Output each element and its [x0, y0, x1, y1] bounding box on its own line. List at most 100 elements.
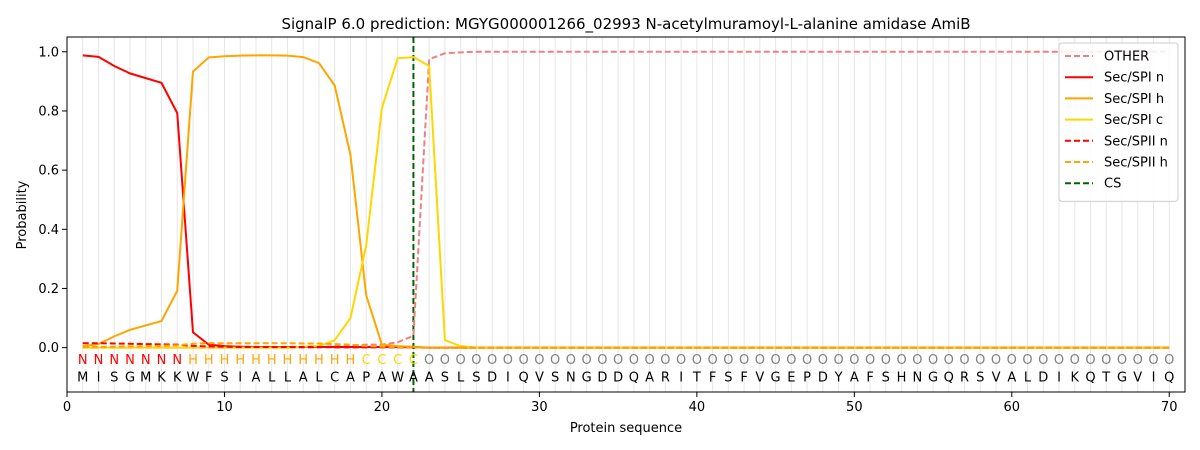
- region-label: H: [346, 353, 356, 368]
- x-axis-ticks: 0 10 20 30 40 50 60 70: [63, 392, 1178, 415]
- region-label: O: [1054, 353, 1064, 368]
- sequence-residue: Q: [944, 371, 954, 386]
- region-label: O: [896, 353, 906, 368]
- region-label: H: [314, 353, 324, 368]
- sequence-residue: K: [157, 371, 166, 386]
- sequence-residue: P: [362, 371, 370, 386]
- sequence-residue: A: [377, 371, 386, 386]
- sequence-residue: G: [1117, 371, 1127, 386]
- y-tick-label: 0.4: [38, 223, 59, 238]
- sequence-residue: L: [1024, 371, 1032, 386]
- region-label: C: [409, 353, 418, 368]
- sequence-residue: Q: [629, 371, 639, 386]
- region-label: C: [393, 353, 402, 368]
- sequence-residue: K: [1071, 371, 1080, 386]
- series-line-sec-spi-n: [82, 54, 1170, 349]
- sequence-residue: V: [755, 371, 764, 386]
- region-label: O: [456, 353, 466, 368]
- region-label: O: [1085, 353, 1095, 368]
- region-label: O: [770, 353, 780, 368]
- sequence-residue: N: [566, 371, 576, 386]
- sequence-residue: P: [803, 371, 811, 386]
- x-tick-label: 20: [374, 400, 391, 415]
- sequence-residue: L: [268, 371, 276, 386]
- region-label: O: [1070, 353, 1080, 368]
- region-label: O: [440, 353, 450, 368]
- region-label: N: [78, 353, 88, 368]
- region-label: H: [251, 353, 261, 368]
- sequence-residue: S: [976, 371, 984, 386]
- region-label: N: [109, 353, 119, 368]
- sequence-residue: V: [992, 371, 1001, 386]
- region-label: O: [519, 353, 529, 368]
- region-label: O: [424, 353, 434, 368]
- sequence-residue: A: [425, 371, 434, 386]
- region-label: O: [676, 353, 686, 368]
- region-label: O: [975, 353, 985, 368]
- sequence-residue: R: [661, 371, 670, 386]
- region-label: O: [566, 353, 576, 368]
- region-label: O: [818, 353, 828, 368]
- legend: OTHER Sec/SPI n Sec/SPI h Sec/SPI c Sec/SPII…: [1058, 42, 1179, 202]
- region-label: O: [739, 353, 749, 368]
- region-label: O: [1117, 353, 1127, 368]
- sequence-residue: Q: [1085, 371, 1095, 386]
- region-label: O: [1148, 353, 1158, 368]
- sequence-residue: Q: [519, 371, 529, 386]
- region-label: O: [645, 353, 655, 368]
- sequence-residue: A: [346, 371, 355, 386]
- series-line-other: [82, 50, 1170, 349]
- region-label: O: [692, 353, 702, 368]
- region-label: O: [1164, 353, 1174, 368]
- sequence-residue: W: [187, 371, 200, 386]
- sequence-residue: D: [487, 371, 497, 386]
- region-label: N: [94, 353, 104, 368]
- sequence-residue: H: [897, 371, 907, 386]
- sequence-residue: D: [1038, 371, 1048, 386]
- region-label: C: [362, 353, 371, 368]
- sequence-residue: G: [928, 371, 938, 386]
- region-label: O: [755, 353, 765, 368]
- region-label: O: [660, 353, 670, 368]
- region-label: O: [1101, 353, 1111, 368]
- y-tick-label: 0.8: [38, 104, 59, 119]
- region-label: O: [802, 353, 812, 368]
- region-label: O: [959, 353, 969, 368]
- region-label: O: [1022, 353, 1032, 368]
- region-label: O: [723, 353, 733, 368]
- region-label: H: [204, 353, 214, 368]
- sequence-residue: V: [535, 371, 544, 386]
- region-label: O: [881, 353, 891, 368]
- sequence-residue: F: [709, 371, 716, 386]
- chart-title: SignalP 6.0 prediction: MGYG000001266_02…: [281, 15, 970, 34]
- series-line-sec-spi-c: [82, 56, 1170, 349]
- legend-label: CS: [1104, 177, 1121, 192]
- y-tick-label: 0.2: [38, 282, 59, 297]
- region-label: O: [487, 353, 497, 368]
- sequence-residue: A: [409, 371, 418, 386]
- sequence-residue: A: [252, 371, 261, 386]
- region-label: O: [865, 353, 875, 368]
- residue-labels: NMNINSNGNMNKNKHWHFHSHIHAHLHLHAHLHCHACPCA…: [77, 353, 1174, 386]
- sequence-residue: G: [125, 371, 135, 386]
- region-label: O: [629, 353, 639, 368]
- region-label: H: [298, 353, 308, 368]
- sequence-residue: Y: [834, 371, 843, 386]
- x-axis-title: Protein sequence: [570, 421, 682, 436]
- sequence-residue: T: [1101, 371, 1110, 386]
- region-label: N: [157, 353, 167, 368]
- region-label: H: [267, 353, 277, 368]
- region-label: N: [172, 353, 182, 368]
- sequence-residue: I: [1057, 371, 1061, 386]
- region-label: H: [188, 353, 198, 368]
- region-label: O: [503, 353, 513, 368]
- region-label: O: [597, 353, 607, 368]
- x-tick-label: 60: [1004, 400, 1021, 415]
- region-label: H: [220, 353, 230, 368]
- sequence-residue: E: [787, 371, 795, 386]
- region-label: O: [833, 353, 843, 368]
- series-line-sec-spi-h: [82, 54, 1170, 349]
- region-label: O: [1133, 353, 1143, 368]
- sequence-residue: A: [299, 371, 308, 386]
